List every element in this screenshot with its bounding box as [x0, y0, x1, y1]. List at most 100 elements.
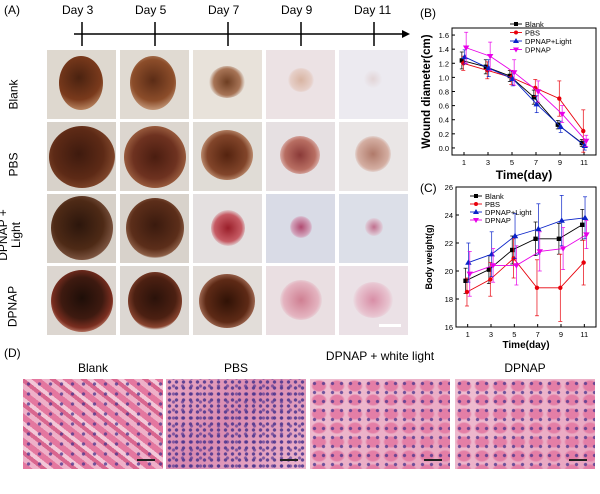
- data-point: [531, 94, 537, 100]
- data-point: [558, 285, 563, 290]
- wound-photo: [266, 50, 335, 119]
- data-point: [557, 96, 562, 101]
- x-tick-label: 11: [580, 330, 588, 339]
- scale-bar: [379, 324, 401, 327]
- legend-label: PBS: [525, 28, 540, 37]
- day-label: Day 11: [354, 3, 392, 17]
- day-label: Day 5: [135, 3, 167, 17]
- x-axis-label: Time(day): [496, 168, 552, 182]
- histology-image: [455, 379, 595, 469]
- wound-photo: [339, 122, 408, 191]
- wound-photo: [193, 266, 262, 335]
- day-label: Day 7: [208, 3, 240, 17]
- legend-label: DPNAP+Light: [525, 37, 572, 46]
- wound-photo: [193, 122, 262, 191]
- data-point: [581, 260, 586, 265]
- data-point: [513, 38, 519, 43]
- series-line: [466, 257, 584, 293]
- data-point: [459, 58, 465, 63]
- data-point: [533, 101, 540, 107]
- data-point: [488, 251, 495, 257]
- data-point: [514, 22, 518, 26]
- histology-title: Blank: [77, 361, 109, 375]
- y-tick-label: 16: [445, 323, 453, 332]
- legend-label: Blank: [525, 20, 544, 29]
- y-tick-label: 1.0: [439, 73, 449, 82]
- histology-image: [23, 379, 163, 469]
- wound-photo: [47, 266, 116, 335]
- y-tick-label: 26: [445, 183, 453, 192]
- histology-image: [166, 379, 306, 469]
- y-tick-label: 0.4: [439, 116, 449, 125]
- wound-photo: [339, 194, 408, 263]
- histology-title: DPNAP: [504, 361, 546, 375]
- histology-title: DPNAP + white light: [325, 349, 435, 363]
- y-tick-label: 18: [445, 295, 453, 304]
- data-point: [489, 263, 497, 269]
- data-point: [583, 232, 590, 238]
- wound-photo: [266, 194, 335, 263]
- wound-photo: [339, 266, 408, 335]
- y-tick-label: 0.2: [439, 130, 449, 139]
- wound-photo: [266, 266, 335, 335]
- x-tick-label: 5: [512, 330, 516, 339]
- data-point: [558, 111, 566, 118]
- data-point: [486, 267, 492, 272]
- data-point: [462, 45, 470, 51]
- data-point: [510, 247, 515, 253]
- x-tick-label: 1: [466, 330, 470, 339]
- data-point: [536, 249, 543, 255]
- y-tick-label: 1.4: [439, 45, 449, 54]
- histology-image: [310, 379, 450, 469]
- wound-photo: [47, 122, 116, 191]
- group-label-pbs: PBS: [6, 152, 21, 177]
- series-line: [468, 217, 586, 264]
- wound-photo: [266, 122, 335, 191]
- timeline-arrow: [74, 22, 410, 46]
- legend-label: DPNAP: [525, 45, 551, 54]
- x-tick-label: 7: [534, 158, 538, 167]
- data-point: [513, 263, 520, 269]
- histology-title: PBS: [223, 361, 248, 375]
- panel-d-label: (D): [4, 346, 21, 360]
- x-tick-label: 3: [486, 158, 490, 167]
- y-tick-label: 22: [445, 239, 453, 248]
- y-tick-label: 20: [445, 267, 453, 276]
- wound-photo: [193, 194, 262, 263]
- legend-label: DPNAP+Light: [485, 208, 532, 217]
- chart-wound-diameter: (B) 0.0 0.2 0.4 0.6 0.8 1.0 1.2 1.4 1.6 1 3 5 7 9 11 Tim…: [420, 6, 597, 182]
- series-line: [463, 62, 584, 132]
- x-tick-label: 9: [558, 158, 562, 167]
- wound-photo: [120, 194, 189, 263]
- data-point: [466, 271, 473, 277]
- data-point: [511, 232, 519, 239]
- x-tick-label: 11: [580, 158, 588, 167]
- panel-label: (B): [420, 6, 436, 20]
- y-tick-label: 24: [445, 211, 453, 220]
- y-tick-label: 1.2: [439, 59, 449, 68]
- data-point: [559, 246, 567, 252]
- legend-label: Blank: [485, 192, 504, 201]
- data-point: [486, 54, 494, 60]
- x-tick-label: 5: [510, 158, 514, 167]
- data-point: [581, 214, 589, 220]
- series-line: [461, 60, 583, 144]
- group-label-dpnap: DPNAP: [5, 285, 20, 328]
- wound-photo: [120, 50, 189, 119]
- group-label-dpnap-light: DPNAP + Light: [0, 209, 23, 261]
- chart-body-weight: (C) 16 18 20 22 24 26 1 3 5 7 9 11 Time(day) Body weig…: [420, 181, 597, 350]
- data-point: [535, 225, 542, 232]
- data-point: [464, 289, 470, 295]
- group-label-blank: Blank: [6, 79, 21, 110]
- y-tick-label: 0.8: [439, 88, 449, 97]
- legend-label: DPNAP: [485, 216, 511, 225]
- wound-photo: [339, 50, 408, 119]
- data-point: [533, 85, 538, 91]
- legend-label: PBS: [485, 200, 500, 209]
- y-tick-label: 0.6: [439, 102, 449, 111]
- data-point: [558, 217, 565, 223]
- x-tick-label: 1: [462, 158, 466, 167]
- data-point: [488, 277, 493, 282]
- x-tick-label: 3: [489, 330, 493, 339]
- data-point: [510, 70, 518, 76]
